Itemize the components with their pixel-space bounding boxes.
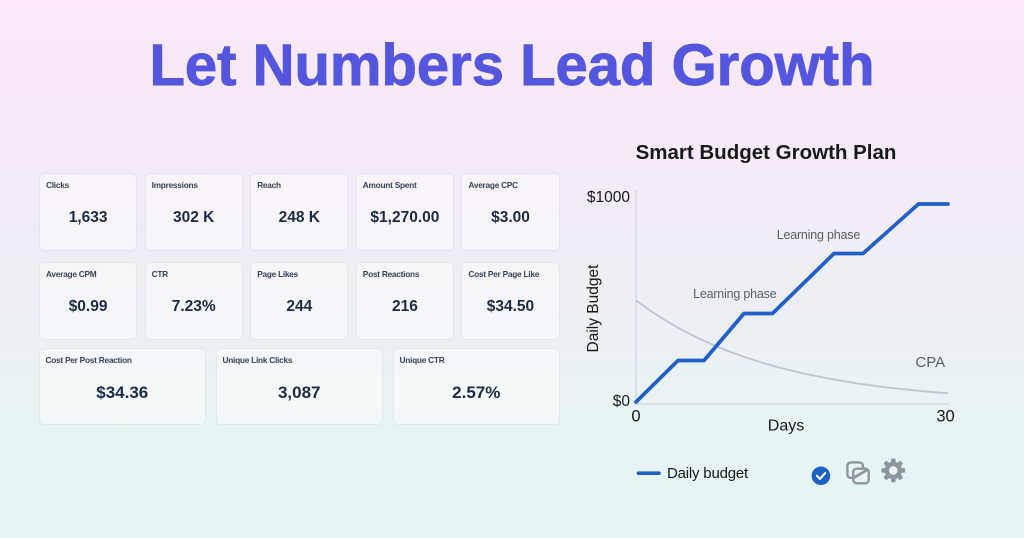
svg-text:Learning phase: Learning phase <box>693 287 777 301</box>
svg-text:Days: Days <box>768 418 804 435</box>
svg-text:$1000: $1000 <box>587 189 630 206</box>
svg-text:$0: $0 <box>613 393 631 410</box>
svg-text:Daily budget: Daily budget <box>667 465 749 482</box>
svg-text:30: 30 <box>936 408 954 426</box>
svg-text:0: 0 <box>631 408 640 426</box>
svg-text:Learning phase: Learning phase <box>777 228 861 242</box>
svg-text:Daily Budget: Daily Budget <box>585 264 602 353</box>
svg-text:CPA: CPA <box>915 354 945 371</box>
